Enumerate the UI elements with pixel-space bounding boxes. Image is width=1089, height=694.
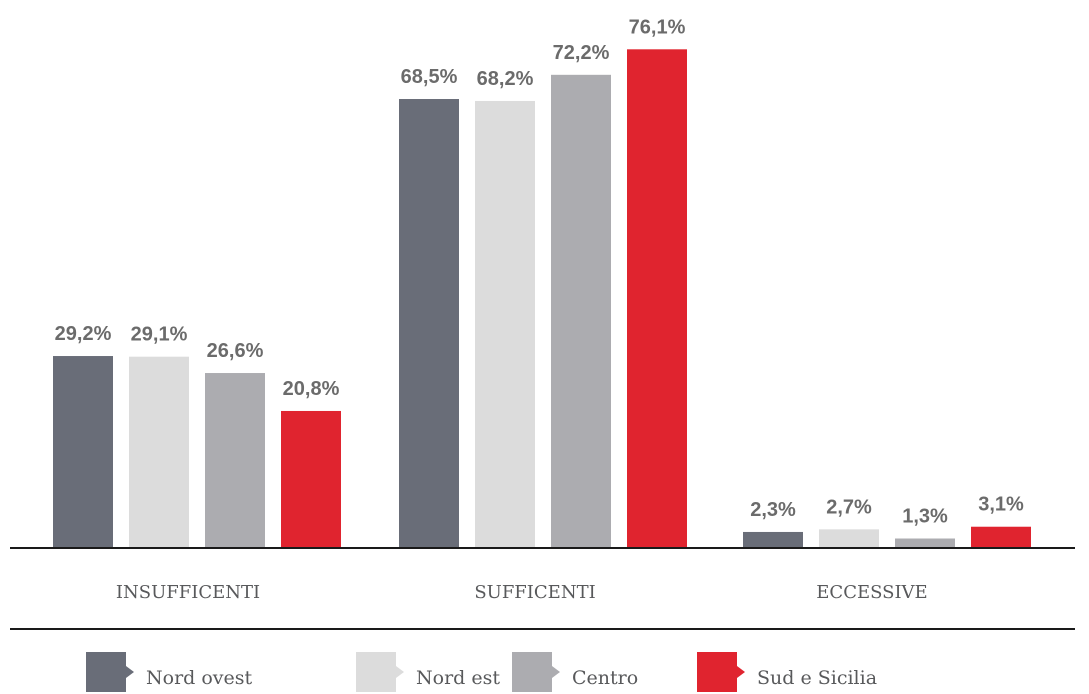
data-label-eccessive-nord-ovest: 2,3% — [750, 499, 796, 521]
category-label-sufficenti: SUFFICENTI — [474, 582, 595, 603]
legend-swatch-sud-e-sicilia — [697, 652, 745, 692]
data-label-eccessive-sud-e-sicilia: 3,1% — [978, 494, 1024, 516]
bar-insufficenti-nord-est — [129, 356, 189, 547]
category-label-insufficenti: INSUFFICENTI — [116, 582, 260, 603]
legend: Nord ovest Nord est Centro Sud e Sicilia — [86, 652, 877, 692]
data-label-eccessive-nord-est: 2,7% — [826, 496, 872, 518]
legend-swatch-nord-ovest — [86, 652, 134, 692]
data-label-sufficenti-centro: 72,2% — [553, 42, 610, 64]
data-label-insufficenti-nord-est: 29,1% — [131, 324, 188, 346]
legend-label-sud-e-sicilia: Sud e Sicilia — [757, 667, 877, 689]
legend-label-nord-est: Nord est — [416, 667, 500, 689]
data-label-eccessive-centro: 1,3% — [902, 505, 948, 527]
data-label-insufficenti-sud-e-sicilia: 20,8% — [283, 378, 340, 400]
bar-insufficenti-nord-ovest — [53, 356, 113, 547]
data-label-sufficenti-nord-est: 68,2% — [477, 68, 534, 90]
bar-eccessive-centro — [895, 538, 955, 547]
bar-sufficenti-sud-e-sicilia — [627, 49, 687, 547]
bar-sufficenti-nord-est — [475, 100, 535, 548]
category-label-eccessive: ECCESSIVE — [816, 582, 927, 603]
bar-eccessive-nord-est — [819, 529, 879, 547]
value-labels-layer: 29,2% 29,1% 26,6% 20,8% 68,5% 68,2% 72,2% 76,1%… — [55, 16, 1024, 527]
bar-insufficenti-sud-e-sicilia — [281, 410, 341, 547]
data-label-insufficenti-centro: 26,6% — [207, 340, 264, 362]
bar-sufficenti-nord-ovest — [399, 99, 459, 547]
bars-layer — [53, 49, 1031, 548]
data-label-insufficenti-nord-ovest: 29,2% — [55, 323, 112, 345]
bar-sufficenti-centro — [551, 74, 611, 547]
category-labels-layer: INSUFFICENTI SUFFICENTI ECCESSIVE — [116, 582, 928, 603]
bar-insufficenti-centro — [205, 373, 265, 547]
data-label-sufficenti-sud-e-sicilia: 76,1% — [629, 16, 686, 38]
data-label-sufficenti-nord-ovest: 68,5% — [401, 66, 458, 88]
legend-swatch-nord-est — [356, 652, 404, 692]
legend-label-nord-ovest: Nord ovest — [146, 667, 253, 689]
bar-eccessive-nord-ovest — [743, 531, 803, 547]
bar-eccessive-sud-e-sicilia — [971, 526, 1031, 547]
legend-label-centro: Centro — [572, 667, 638, 689]
legend-swatch-centro — [512, 652, 560, 692]
